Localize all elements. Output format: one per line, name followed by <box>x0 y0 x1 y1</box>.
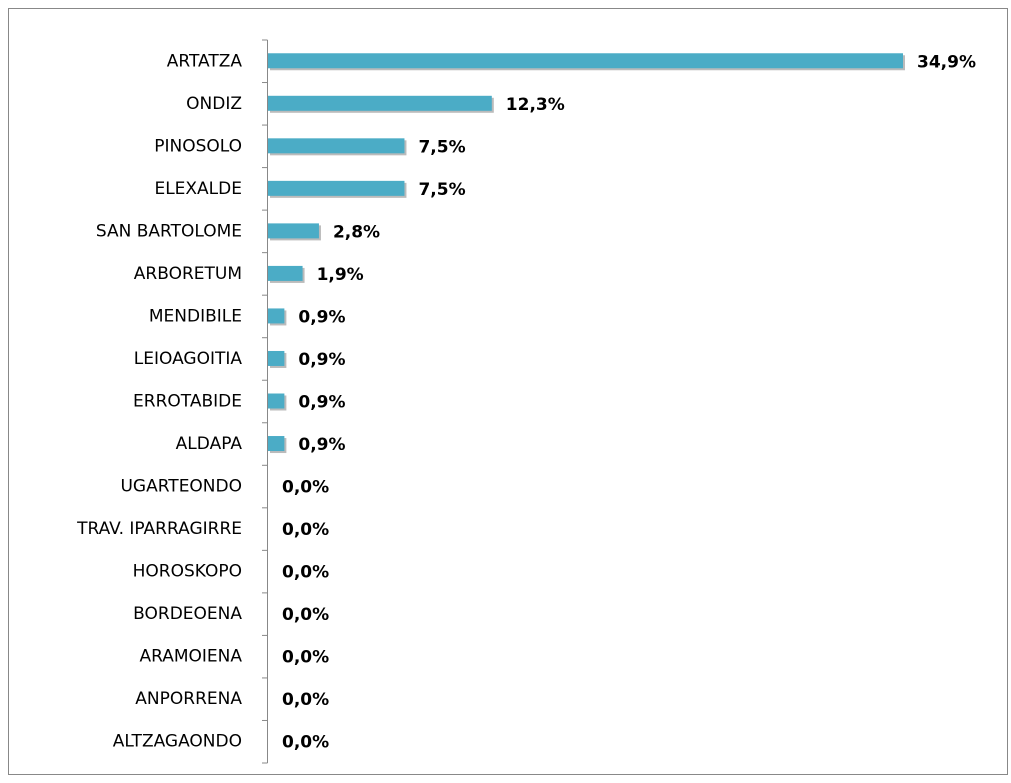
bar <box>268 138 405 154</box>
y-tick-label: ANPORRENA <box>135 689 242 709</box>
value-label: 0,9% <box>298 307 345 327</box>
y-tick-label: ARTATZA <box>167 51 243 71</box>
value-label: 0,0% <box>282 605 329 625</box>
y-tick-label: ALTZAGAONDO <box>113 732 242 752</box>
value-label: 34,9% <box>917 52 976 72</box>
y-tick-label: SAN BARTOLOME <box>96 221 242 241</box>
value-label: 0,0% <box>282 520 329 540</box>
y-tick-label: UGARTEONDO <box>120 477 242 497</box>
bar <box>268 350 285 366</box>
y-tick-label: MENDIBILE <box>149 306 242 326</box>
value-label: 0,0% <box>282 648 329 668</box>
y-tick-label: ARAMOIENA <box>139 647 242 667</box>
bar <box>268 265 303 281</box>
y-tick-label: ONDIZ <box>186 94 242 114</box>
bar <box>268 53 903 69</box>
value-label: 7,5% <box>418 137 465 157</box>
y-tick-label: PINOSOLO <box>154 136 242 156</box>
value-label: 2,8% <box>333 222 380 242</box>
y-tick-label: ELEXALDE <box>154 179 242 199</box>
y-tick-label: ALDAPA <box>176 434 243 454</box>
y-tick-label: LEIOAGOITIA <box>134 349 243 369</box>
value-label: 0,0% <box>282 733 329 753</box>
y-tick-label: ARBORETUM <box>134 264 242 284</box>
bar <box>268 223 319 239</box>
bar <box>268 180 405 196</box>
value-label: 1,9% <box>317 265 364 285</box>
value-label: 0,0% <box>282 563 329 583</box>
value-label: 0,0% <box>282 690 329 710</box>
bar <box>268 95 492 111</box>
bar <box>268 436 285 452</box>
y-tick-label: BORDEOENA <box>133 604 242 624</box>
value-label: 7,5% <box>418 180 465 200</box>
bar <box>268 393 285 409</box>
value-label: 0,9% <box>298 350 345 370</box>
value-label: 0,9% <box>298 393 345 413</box>
value-label: 0,9% <box>298 435 345 455</box>
value-label: 0,0% <box>282 478 329 498</box>
y-tick-label: HOROSKOPO <box>133 562 242 582</box>
value-label: 12,3% <box>506 95 565 115</box>
y-tick-label: TRAV. IPARRAGIRRE <box>76 519 242 539</box>
bar <box>268 308 285 324</box>
y-tick-label: ERROTABIDE <box>133 392 242 412</box>
chart-frame <box>8 8 1008 775</box>
